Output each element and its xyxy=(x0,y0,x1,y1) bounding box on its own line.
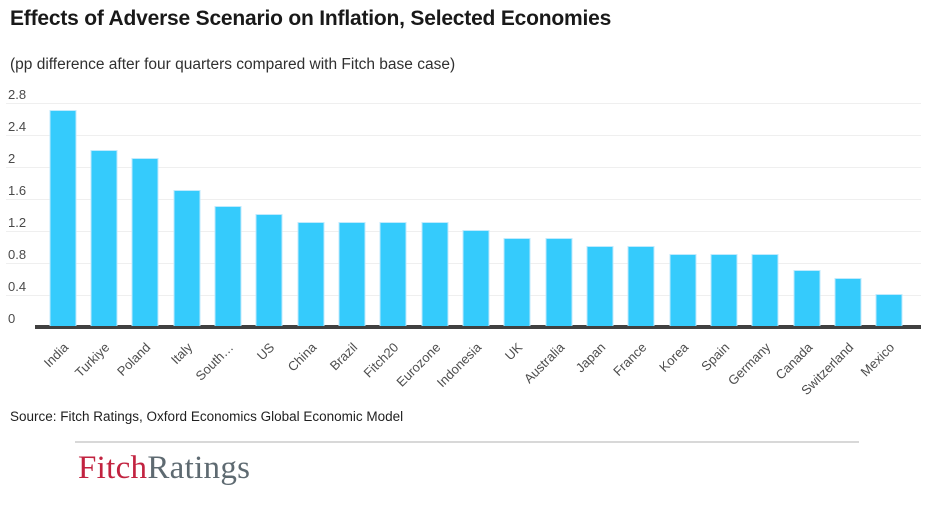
x-axis-label: Australia xyxy=(520,339,567,387)
bar-slot xyxy=(125,103,166,326)
bar-canada xyxy=(793,270,821,326)
bar-france xyxy=(627,246,655,326)
bar-slot xyxy=(414,103,455,326)
bar-slot xyxy=(455,103,496,326)
bar-slot xyxy=(249,103,290,326)
bar-uk xyxy=(503,238,531,326)
source-note: Source: Fitch Ratings, Oxford Economics … xyxy=(10,409,404,424)
x-axis-label: UK xyxy=(502,339,526,364)
bar-slot xyxy=(373,103,414,326)
bar-turkiye xyxy=(90,150,118,326)
bar-slot xyxy=(827,103,868,326)
y-axis-tick-label: 0 xyxy=(8,311,16,326)
y-axis-tick-label: 1.2 xyxy=(8,215,27,230)
bar-japan xyxy=(586,246,614,326)
x-axis-label: Spain xyxy=(698,339,733,374)
bar-slot xyxy=(331,103,372,326)
y-axis-tick-label: 2 xyxy=(8,151,16,166)
gridline xyxy=(6,135,921,136)
gridline xyxy=(6,199,921,200)
gridline xyxy=(6,167,921,168)
x-axis-label: France xyxy=(610,339,650,379)
bar-mexico xyxy=(875,294,903,326)
bar-india xyxy=(49,110,77,326)
bar-germany xyxy=(751,254,779,326)
bar-spain xyxy=(710,254,738,326)
x-axis-label: Indonesia xyxy=(433,339,485,391)
bar-slot xyxy=(83,103,124,326)
bar-slot xyxy=(703,103,744,326)
bar-south- xyxy=(214,206,242,326)
bar-china xyxy=(297,222,325,326)
bar-australia xyxy=(545,238,573,326)
bar-slot xyxy=(745,103,786,326)
bar-us xyxy=(255,214,283,326)
bar-slot xyxy=(538,103,579,326)
y-axis-tick-label: 2.8 xyxy=(8,87,27,102)
bar-indonesia xyxy=(462,230,490,326)
x-axis-label: US xyxy=(254,339,278,364)
y-axis-tick-label: 1.6 xyxy=(8,183,27,198)
x-axis-label: Poland xyxy=(114,339,154,379)
bar-slot xyxy=(621,103,662,326)
x-axis-label: Fitch20 xyxy=(360,339,402,381)
bar-eurozone xyxy=(421,222,449,326)
logo-fitch-text: Fitch xyxy=(78,450,148,486)
x-axis-label: India xyxy=(40,339,71,371)
x-axis-line xyxy=(35,325,921,329)
bar-slot xyxy=(207,103,248,326)
bar-slot xyxy=(497,103,538,326)
x-axis-label: South… xyxy=(192,339,237,384)
x-axis-label: Germany xyxy=(725,339,774,389)
x-axis-label: Italy xyxy=(167,339,195,368)
y-axis-tick-label: 0.8 xyxy=(8,247,27,262)
bar-brazil xyxy=(338,222,366,326)
bar-slot xyxy=(786,103,827,326)
bar-slot xyxy=(579,103,620,326)
x-axis-label: Korea xyxy=(655,339,691,375)
bar-slot xyxy=(662,103,703,326)
bar-slot xyxy=(166,103,207,326)
bar-italy xyxy=(173,190,201,326)
y-axis-tick-label: 0.4 xyxy=(8,279,27,294)
bar-slot xyxy=(869,103,910,326)
x-axis-labels: India Turkiye Poland Italy South… US China Braz… xyxy=(40,335,910,410)
x-axis-label: Turkiye xyxy=(71,339,113,381)
bar-korea xyxy=(669,254,697,326)
chart-subtitle: (pp difference after four quarters compa… xyxy=(10,56,456,73)
bar-switzerland xyxy=(834,278,862,326)
fitch-ratings-logo: FitchRatings xyxy=(78,450,250,487)
bar-slot xyxy=(42,103,83,326)
y-axis-tick-label: 2.4 xyxy=(8,119,27,134)
gridline xyxy=(6,103,921,104)
chart-title: Effects of Adverse Scenario on Inflation… xyxy=(10,7,612,30)
x-axis-label: Japan xyxy=(572,339,609,376)
bar-poland xyxy=(131,158,159,326)
x-axis-label: China xyxy=(284,339,319,375)
footer-divider xyxy=(75,441,859,443)
bar-fitch20 xyxy=(379,222,407,326)
bar-slot xyxy=(290,103,331,326)
bars-layer xyxy=(42,103,910,326)
logo-ratings-text: Ratings xyxy=(147,450,251,486)
x-axis-label: Mexico xyxy=(857,339,898,380)
x-axis-label: Brazil xyxy=(326,339,361,374)
